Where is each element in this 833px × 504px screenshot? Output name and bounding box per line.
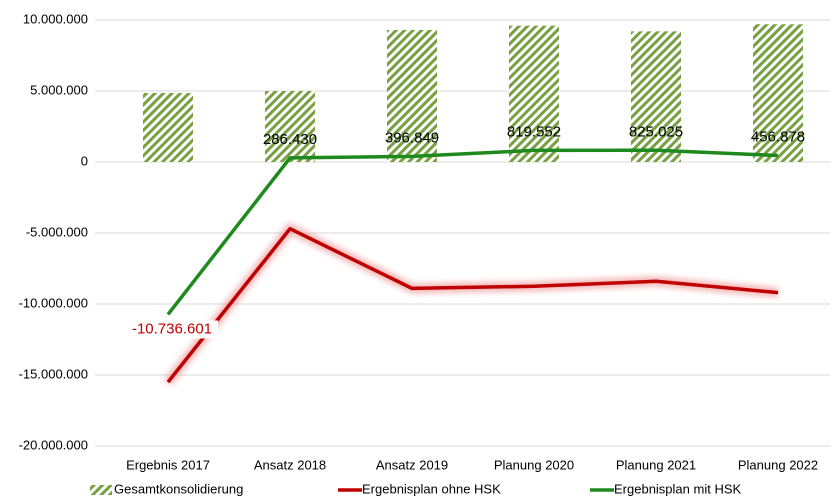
x-tick-label: Planung 2022 [738, 457, 818, 472]
y-tick-label: -15.000.000 [19, 366, 88, 381]
bar [143, 92, 193, 162]
legend-swatch [90, 485, 112, 495]
y-tick-label: 0 [81, 153, 88, 168]
label-bg [126, 320, 218, 339]
bar [753, 24, 803, 163]
bar [631, 31, 681, 162]
x-tick-label: Ansatz 2019 [376, 457, 448, 472]
y-tick-label: 5.000.000 [30, 82, 88, 97]
x-tick-label: Planung 2020 [494, 457, 574, 472]
x-tick-label: Ergebnis 2017 [126, 457, 210, 472]
legend-label: Ergebnisplan ohne HSK [362, 481, 501, 496]
data-label: 456.878 [751, 128, 805, 145]
data-label: -10.736.601 [132, 320, 212, 337]
x-tick-label: Ansatz 2018 [254, 457, 326, 472]
data-label: 396.849 [385, 129, 439, 146]
bar [265, 91, 315, 162]
bar [509, 25, 559, 163]
y-tick-label: -5.000.000 [26, 224, 88, 239]
line [166, 226, 779, 384]
y-tick-label: -20.000.000 [19, 437, 88, 452]
data-label: 825.025 [629, 123, 683, 140]
data-label: 286.430 [263, 131, 317, 148]
legend-label: Gesamtkonsolidierung [114, 481, 243, 496]
line [166, 148, 779, 316]
x-tick-label: Planung 2021 [616, 457, 696, 472]
line-glow [164, 222, 779, 386]
y-tick-label: -10.000.000 [19, 295, 88, 310]
legend-label: Ergebnisplan mit HSK [614, 481, 741, 496]
bar [387, 29, 437, 162]
data-label: 819.552 [507, 123, 561, 140]
y-tick-label: 10.000.000 [23, 11, 88, 26]
